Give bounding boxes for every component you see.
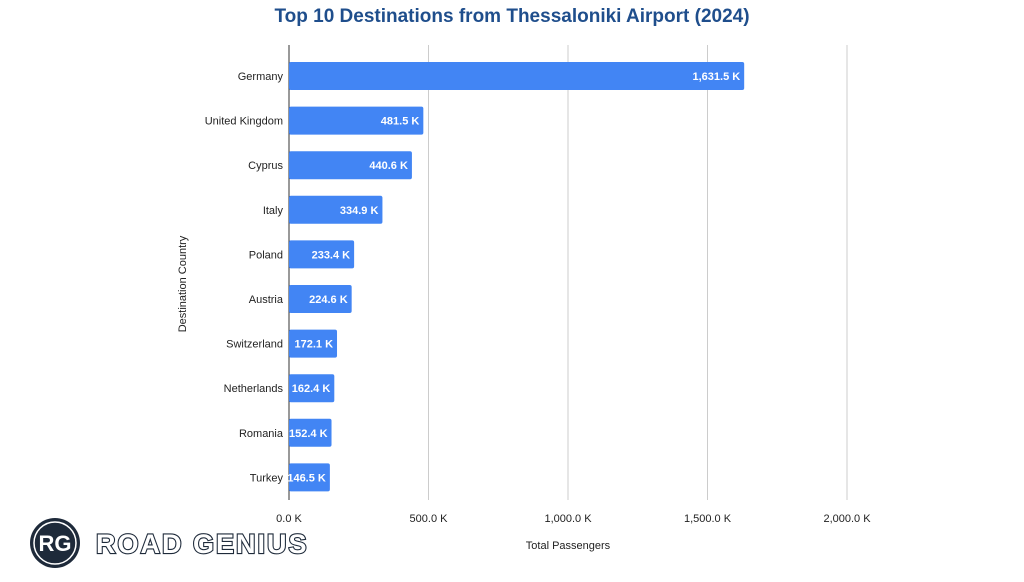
- logo-badge-ring: [33, 521, 77, 565]
- data-label: 224.6 K: [309, 294, 348, 306]
- x-tick-label: 500.0 K: [410, 513, 449, 525]
- category-label: Romania: [239, 428, 284, 440]
- category-label: United Kingdom: [205, 116, 283, 128]
- data-label: 233.4 K: [312, 249, 351, 261]
- x-tick-label: 2,000.0 K: [823, 513, 871, 525]
- bar-poland: [289, 240, 355, 269]
- category-label: Turkey: [250, 472, 284, 484]
- data-label: 481.5 K: [381, 116, 420, 128]
- bar-romania: [289, 418, 332, 447]
- logo-badge-icon: [30, 518, 80, 568]
- category-labels: Germany United Kingdom Cyprus Italy Poland Au…: [205, 71, 284, 484]
- data-label: 172.1 K: [294, 339, 333, 351]
- bar-cyprus: [289, 151, 412, 180]
- x-tick-labels: 0.0 K 500.0 K 1,000.0 K 1,500.0 K 2,000.0 K: [276, 513, 871, 525]
- data-label: 146.5 K: [287, 472, 326, 484]
- x-tick-label: 1,000.0 K: [544, 513, 592, 525]
- bar-united-kingdom: [289, 106, 424, 135]
- category-label: Netherlands: [224, 383, 284, 395]
- bar-netherlands: [289, 374, 335, 403]
- x-tick-label: 0.0 K: [276, 513, 302, 525]
- bar-switzerland: [289, 329, 338, 358]
- category-label: Italy: [263, 205, 284, 217]
- data-label: 334.9 K: [340, 205, 379, 217]
- category-label: Cyprus: [248, 160, 283, 172]
- bar-italy: [289, 195, 383, 224]
- logo-wordmark: ROAD GENIUS: [96, 529, 309, 559]
- data-label: 440.6 K: [369, 160, 408, 172]
- data-label: 162.4 K: [292, 383, 331, 395]
- category-label: Switzerland: [226, 339, 283, 351]
- y-axis-title: Destination Country: [177, 235, 189, 332]
- data-label: 152.4 K: [289, 428, 328, 440]
- chart-title: Top 10 Destinations from Thessaloniki Ai…: [274, 6, 749, 27]
- category-label: Austria: [249, 294, 284, 306]
- category-label: Germany: [238, 71, 284, 83]
- logo-badge-text: RG: [39, 531, 72, 556]
- road-genius-logo: RG ROAD GENIUS: [30, 518, 309, 568]
- bars: 1,631.5 K 481.5 K 440.6 K 334.9 K 233.4 K 224…: [287, 62, 745, 492]
- x-axis-title: Total Passengers: [526, 540, 611, 552]
- x-tick-label: 1,500.0 K: [684, 513, 732, 525]
- bar-turkey: [289, 463, 330, 492]
- category-label: Poland: [249, 249, 283, 261]
- data-label: 1,631.5 K: [692, 71, 740, 83]
- bar-germany: [289, 62, 745, 90]
- bar-austria: [289, 285, 352, 313]
